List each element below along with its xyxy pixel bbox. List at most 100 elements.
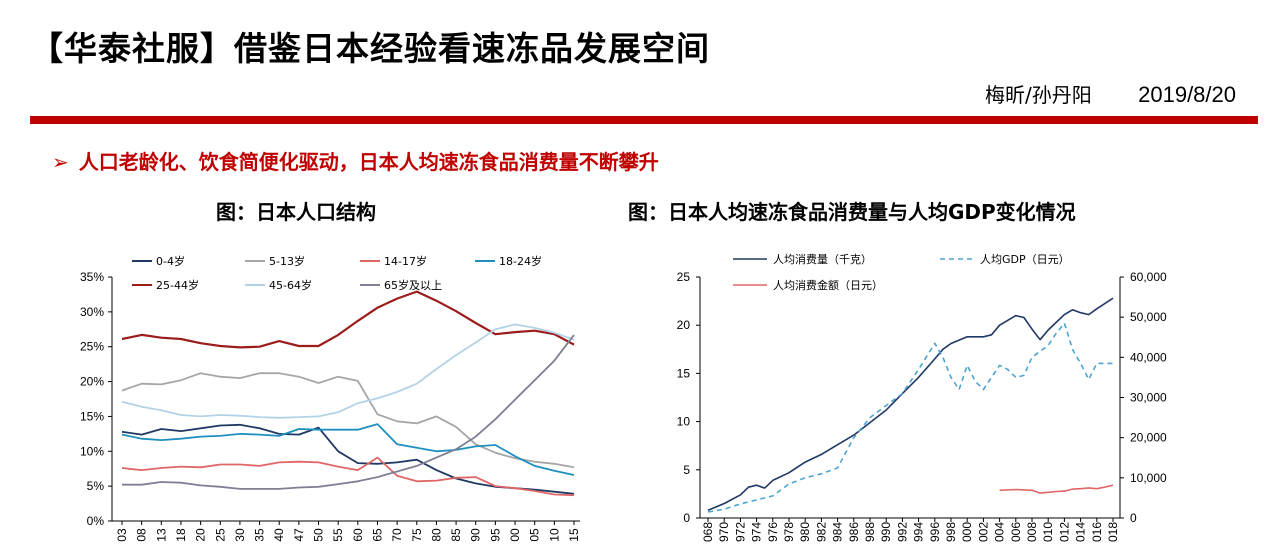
right-x-tick-label: 974 bbox=[750, 522, 764, 542]
right-legend-label: 人均消费金额（日元） bbox=[773, 278, 883, 292]
right-x-tick-label: 994 bbox=[912, 522, 926, 542]
left-x-tick-label: 30 bbox=[233, 528, 247, 542]
left-x-tick-label: 90 bbox=[469, 528, 483, 542]
right-right-y-tick-label: 10,000 bbox=[1130, 471, 1167, 485]
right-x-tick-label: 010 bbox=[1041, 522, 1055, 542]
right-right-y-tick-label: 30,000 bbox=[1130, 391, 1167, 405]
right-right-y-tick-label: 0 bbox=[1130, 511, 1137, 525]
left-legend-label: 65岁及以上 bbox=[384, 278, 442, 292]
right-x-tick-label: 012 bbox=[1057, 522, 1071, 542]
right-left-y-tick-label: 20 bbox=[677, 318, 691, 332]
key-point-text: 人口老龄化、饮食简便化驱动，日本人均速冻食品消费量不断攀升 bbox=[78, 150, 659, 174]
left-x-tick-label: 47 bbox=[292, 528, 306, 542]
left-x-tick-label: 08 bbox=[135, 528, 149, 542]
right-x-tick-label: 004 bbox=[993, 522, 1007, 542]
right-right-y-tick-label: 50,000 bbox=[1130, 310, 1167, 324]
right-legend-label: 人均GDP（日元） bbox=[980, 253, 1070, 266]
right-right-y-tick-label: 60,000 bbox=[1130, 270, 1167, 284]
left-y-tick-label: 25% bbox=[80, 340, 104, 354]
left-x-tick-label: 40 bbox=[272, 528, 286, 542]
right-left-y-tick-label: 25 bbox=[677, 270, 691, 284]
left-x-tick-label: 65 bbox=[370, 528, 384, 542]
right-x-tick-label: 986 bbox=[847, 522, 861, 542]
right-x-tick-label: 992 bbox=[895, 522, 909, 542]
right-x-tick-label: 980 bbox=[798, 522, 812, 542]
right-left-y-tick-label: 10 bbox=[677, 415, 691, 429]
left-x-tick-label: 50 bbox=[312, 528, 326, 542]
left-y-tick-label: 35% bbox=[80, 270, 104, 284]
right-right-y-tick-label: 20,000 bbox=[1130, 431, 1167, 445]
left-series-line bbox=[122, 334, 575, 490]
author-line: 梅昕/孙丹阳 2019/8/20 bbox=[985, 79, 1236, 108]
left-chart-title: 图：日本人口结构 bbox=[216, 200, 376, 224]
right-left-y-tick-label: 15 bbox=[677, 366, 691, 380]
left-legend-label: 5-13岁 bbox=[269, 254, 305, 268]
left-x-tick-label: 80 bbox=[429, 528, 443, 542]
report-date: 2019/8/20 bbox=[1138, 82, 1236, 107]
left-legend-label: 45-64岁 bbox=[269, 278, 312, 292]
right-x-tick-label: 018 bbox=[1106, 522, 1120, 542]
right-x-tick-label: 984 bbox=[831, 522, 845, 542]
left-x-tick-label: 25 bbox=[213, 528, 227, 542]
left-legend-label: 0-4岁 bbox=[156, 254, 185, 268]
right-x-tick-label: 970 bbox=[717, 522, 731, 542]
left-series-line bbox=[121, 290, 575, 349]
left-x-tick-label: 95 bbox=[488, 528, 502, 542]
right-x-tick-label: 016 bbox=[1090, 522, 1104, 542]
right-legend-label: 人均消费量（千克） bbox=[773, 252, 872, 266]
right-x-tick-label: 006 bbox=[1009, 522, 1023, 542]
right-chart-title: 图：日本人均速冻食品消费量与人均GDP变化情况 bbox=[628, 200, 1076, 224]
left-series-line bbox=[121, 323, 575, 419]
right-x-tick-label: 982 bbox=[814, 522, 828, 542]
right-x-tick-label: 978 bbox=[782, 522, 796, 542]
left-y-tick-label: 0% bbox=[87, 514, 105, 528]
left-x-tick-label: 10 bbox=[547, 528, 561, 542]
frozen-food-consumption-chart: 0 5 10 15 20 25 0 10,000 20,000 30,000 40,000 50,00… bbox=[677, 252, 1167, 542]
left-x-tick-label: 03 bbox=[115, 528, 129, 542]
left-x-tick-label: 70 bbox=[390, 528, 404, 542]
left-legend-label: 18-24岁 bbox=[499, 254, 542, 268]
right-right-y-tick-label: 40,000 bbox=[1130, 350, 1167, 364]
right-left-y-tick-label: 0 bbox=[683, 511, 690, 525]
left-series-line bbox=[121, 456, 575, 497]
left-y-tick-label: 5% bbox=[87, 479, 105, 493]
right-x-tick-label: 976 bbox=[766, 522, 780, 542]
right-x-tick-label: 990 bbox=[879, 522, 893, 542]
left-series-line bbox=[121, 372, 575, 469]
left-x-tick-label: 13 bbox=[154, 528, 168, 542]
left-x-tick-label: 35 bbox=[253, 528, 267, 542]
key-point: ➢ 人口老龄化、饮食简便化驱动，日本人均速冻食品消费量不断攀升 bbox=[52, 146, 659, 175]
left-x-tick-label: 05 bbox=[528, 528, 542, 542]
left-y-tick-label: 15% bbox=[80, 409, 104, 423]
population-structure-chart: 0% 5% 10% 15% 20% 25% 30% 35% 03 08 13 18 20 25 30 35 40… bbox=[80, 254, 581, 542]
left-legend-label: 14-17岁 bbox=[384, 254, 427, 268]
right-x-tick-label: 988 bbox=[863, 522, 877, 542]
right-series-line bbox=[999, 484, 1114, 494]
right-x-tick-label: 014 bbox=[1074, 522, 1088, 542]
right-series-line bbox=[707, 322, 1113, 513]
arrow-bullet-icon: ➢ bbox=[52, 150, 69, 174]
left-y-tick-label: 30% bbox=[80, 305, 104, 319]
left-x-tick-label: 18 bbox=[174, 528, 188, 542]
left-x-tick-label: 85 bbox=[449, 528, 463, 542]
header-divider bbox=[30, 116, 1258, 124]
left-x-tick-label: 60 bbox=[351, 528, 365, 542]
right-x-tick-label: 000 bbox=[960, 522, 974, 542]
right-x-tick-label: 972 bbox=[733, 522, 747, 542]
page-title: 【华泰社服】借鉴日本经验看速冻品发展空间 bbox=[30, 29, 710, 68]
left-x-tick-label: 75 bbox=[410, 528, 424, 542]
right-x-tick-label: 998 bbox=[944, 522, 958, 542]
right-x-tick-label: 008 bbox=[1025, 522, 1039, 542]
left-x-tick-label: 55 bbox=[331, 528, 345, 542]
right-left-y-tick-label: 5 bbox=[683, 463, 690, 477]
left-x-tick-label: 20 bbox=[194, 528, 208, 542]
right-x-tick-label: 996 bbox=[928, 522, 942, 542]
left-legend-label: 25-44岁 bbox=[156, 278, 199, 292]
left-series-line bbox=[121, 423, 575, 476]
right-series-line bbox=[707, 297, 1114, 512]
authors: 梅昕/孙丹阳 bbox=[985, 83, 1092, 107]
left-x-tick-label: 15 bbox=[567, 528, 581, 542]
left-y-tick-label: 20% bbox=[80, 375, 104, 389]
right-x-tick-label: 002 bbox=[976, 522, 990, 542]
